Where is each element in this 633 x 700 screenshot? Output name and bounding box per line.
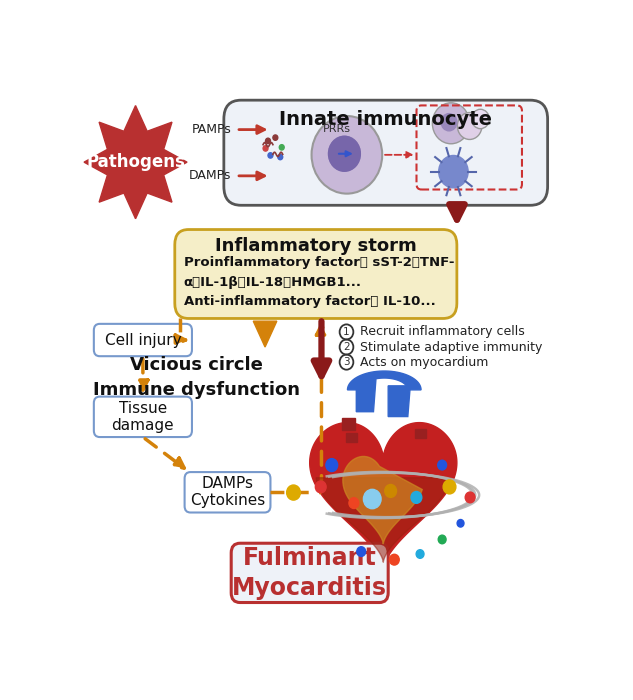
FancyBboxPatch shape bbox=[175, 230, 457, 318]
Bar bbox=[415, 428, 426, 438]
Polygon shape bbox=[388, 386, 410, 416]
Circle shape bbox=[438, 535, 446, 544]
Text: Inflammatory storm: Inflammatory storm bbox=[215, 237, 417, 255]
Circle shape bbox=[472, 109, 489, 129]
Bar bbox=[346, 433, 357, 442]
FancyBboxPatch shape bbox=[231, 543, 388, 603]
Circle shape bbox=[441, 113, 457, 131]
Circle shape bbox=[389, 554, 399, 565]
Circle shape bbox=[411, 491, 422, 503]
Text: 2: 2 bbox=[343, 342, 350, 352]
Circle shape bbox=[458, 113, 482, 139]
Circle shape bbox=[329, 136, 360, 172]
FancyBboxPatch shape bbox=[94, 397, 192, 437]
Text: Fulminant
Myocarditis: Fulminant Myocarditis bbox=[232, 546, 387, 600]
Polygon shape bbox=[316, 477, 451, 562]
FancyBboxPatch shape bbox=[224, 100, 548, 205]
Text: Proinflammatory factor： sST-2、TNF-: Proinflammatory factor： sST-2、TNF- bbox=[184, 256, 454, 270]
Polygon shape bbox=[310, 423, 457, 569]
Text: Immune dysfunction: Immune dysfunction bbox=[93, 382, 301, 399]
Circle shape bbox=[432, 103, 470, 144]
Circle shape bbox=[465, 492, 475, 503]
Circle shape bbox=[385, 484, 396, 498]
Circle shape bbox=[279, 145, 284, 150]
FancyBboxPatch shape bbox=[94, 324, 192, 356]
Circle shape bbox=[357, 547, 366, 556]
Text: Cell injury: Cell injury bbox=[104, 332, 181, 347]
Circle shape bbox=[439, 155, 468, 188]
Text: Innate immunocyte: Innate immunocyte bbox=[279, 110, 492, 129]
Text: DAMPs
Cytokines: DAMPs Cytokines bbox=[190, 476, 265, 508]
Text: Stimulate adaptive immunity: Stimulate adaptive immunity bbox=[356, 340, 542, 354]
Circle shape bbox=[457, 519, 464, 527]
Circle shape bbox=[266, 138, 270, 144]
Text: Vicious circle: Vicious circle bbox=[130, 356, 263, 374]
Polygon shape bbox=[343, 456, 422, 544]
Circle shape bbox=[263, 146, 268, 151]
Circle shape bbox=[363, 489, 381, 509]
Text: α、IL-1β、IL-18、HMGB1...: α、IL-1β、IL-18、HMGB1... bbox=[184, 276, 361, 289]
Polygon shape bbox=[84, 106, 187, 218]
Circle shape bbox=[443, 480, 456, 494]
Circle shape bbox=[268, 153, 273, 158]
Polygon shape bbox=[253, 321, 277, 347]
Text: Recruit inflammatory cells: Recruit inflammatory cells bbox=[356, 326, 525, 338]
Text: DAMPs: DAMPs bbox=[189, 169, 231, 182]
Text: Pathogens: Pathogens bbox=[86, 153, 185, 172]
Text: Tissue
damage: Tissue damage bbox=[111, 400, 174, 433]
Circle shape bbox=[315, 481, 326, 493]
Polygon shape bbox=[348, 371, 421, 390]
Circle shape bbox=[278, 154, 283, 160]
Circle shape bbox=[438, 460, 446, 470]
Circle shape bbox=[287, 485, 301, 500]
FancyBboxPatch shape bbox=[185, 472, 270, 512]
Text: PAMPs: PAMPs bbox=[191, 123, 231, 136]
Polygon shape bbox=[356, 379, 376, 412]
Text: 3: 3 bbox=[343, 357, 350, 367]
Text: PRRs: PRRs bbox=[323, 125, 351, 134]
Text: Anti-inflammatory factor： IL-10...: Anti-inflammatory factor： IL-10... bbox=[184, 295, 436, 308]
Circle shape bbox=[416, 550, 424, 559]
Text: Acts on myocardium: Acts on myocardium bbox=[356, 356, 489, 369]
Circle shape bbox=[326, 458, 337, 472]
Circle shape bbox=[349, 498, 359, 508]
Bar bbox=[342, 419, 355, 430]
Circle shape bbox=[311, 116, 382, 194]
Circle shape bbox=[329, 136, 360, 172]
Circle shape bbox=[273, 135, 278, 140]
Text: 1: 1 bbox=[343, 327, 350, 337]
